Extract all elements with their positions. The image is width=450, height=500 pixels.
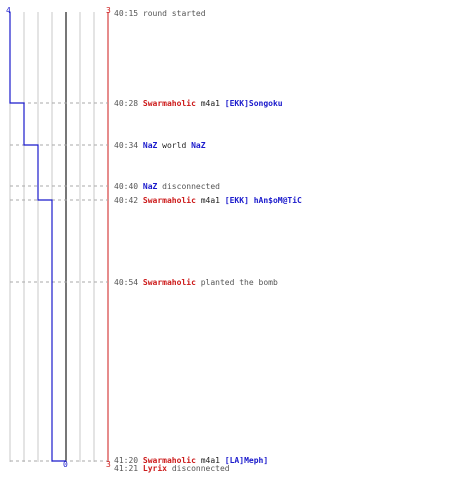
event-time: 41:20	[114, 456, 143, 465]
event-time: 40:40	[114, 182, 143, 191]
event-entry: 40:42 Swarmaholic m4a1 [EKK] hAn$oM@TiC	[114, 195, 302, 205]
event-entry: 40:15 round started	[114, 9, 206, 18]
event-time: 40:34	[114, 141, 143, 150]
event-entry: 40:28 Swarmaholic m4a1 [EKK]Songoku	[114, 98, 283, 108]
player-count-grid	[9, 12, 109, 462]
team-a-step-polyline	[9, 12, 66, 462]
event-entry: 40:54 Swarmaholic planted the bomb	[114, 277, 278, 287]
event-team_b: Swarmaholic	[143, 277, 196, 287]
event-team_a: [LA]Meph]	[225, 456, 268, 465]
event-team_a: [EKK] hAn$oM@TiC	[225, 195, 302, 205]
event-team_a: [EKK]Songoku	[225, 99, 283, 108]
event-weapon: m4a1	[196, 456, 225, 465]
event-time: 40:15	[114, 9, 143, 18]
team-b-top-count: 3	[106, 6, 111, 15]
event-event: planted the bomb	[196, 278, 278, 287]
event-time: 40:28	[114, 99, 143, 108]
event-entry: 40:34 NaZ world NaZ	[114, 141, 206, 150]
event-weapon: m4a1	[196, 196, 225, 205]
event-team_b: Swarmaholic	[143, 98, 196, 108]
event-log: 40:15 round started 40:28 Swarmaholic m4a…	[114, 9, 302, 473]
event-team_b: Lyrix	[143, 463, 167, 473]
event-team_b: Swarmaholic	[143, 195, 196, 205]
event-team_a: NaZ	[143, 182, 158, 191]
event-time: 41:21	[114, 464, 143, 473]
event-event: round started	[143, 9, 206, 18]
event-weapon: world	[157, 141, 191, 150]
event-entry: 41:20 Swarmaholic m4a1 [LA]Meph]	[114, 455, 268, 465]
team-b-bottom-count: 3	[106, 460, 111, 469]
event-team_a: NaZ	[143, 141, 158, 150]
team-a-bottom-count: 0	[63, 460, 68, 469]
event-team_a: NaZ	[191, 141, 206, 150]
event-entry: 41:21 Lyrix disconnected	[114, 463, 230, 473]
event-guide-lines	[10, 102, 108, 462]
event-event: disconnected	[167, 464, 230, 473]
event-time: 40:54	[114, 278, 143, 287]
event-time: 40:42	[114, 196, 143, 205]
event-event: disconnected	[157, 182, 220, 191]
event-weapon: m4a1	[196, 99, 225, 108]
event-team_b: Swarmaholic	[143, 455, 196, 465]
team-a-top-count: 4	[6, 6, 11, 15]
event-entry: 40:40 NaZ disconnected	[114, 182, 220, 191]
team-a-alive-step-line	[9, 12, 66, 462]
